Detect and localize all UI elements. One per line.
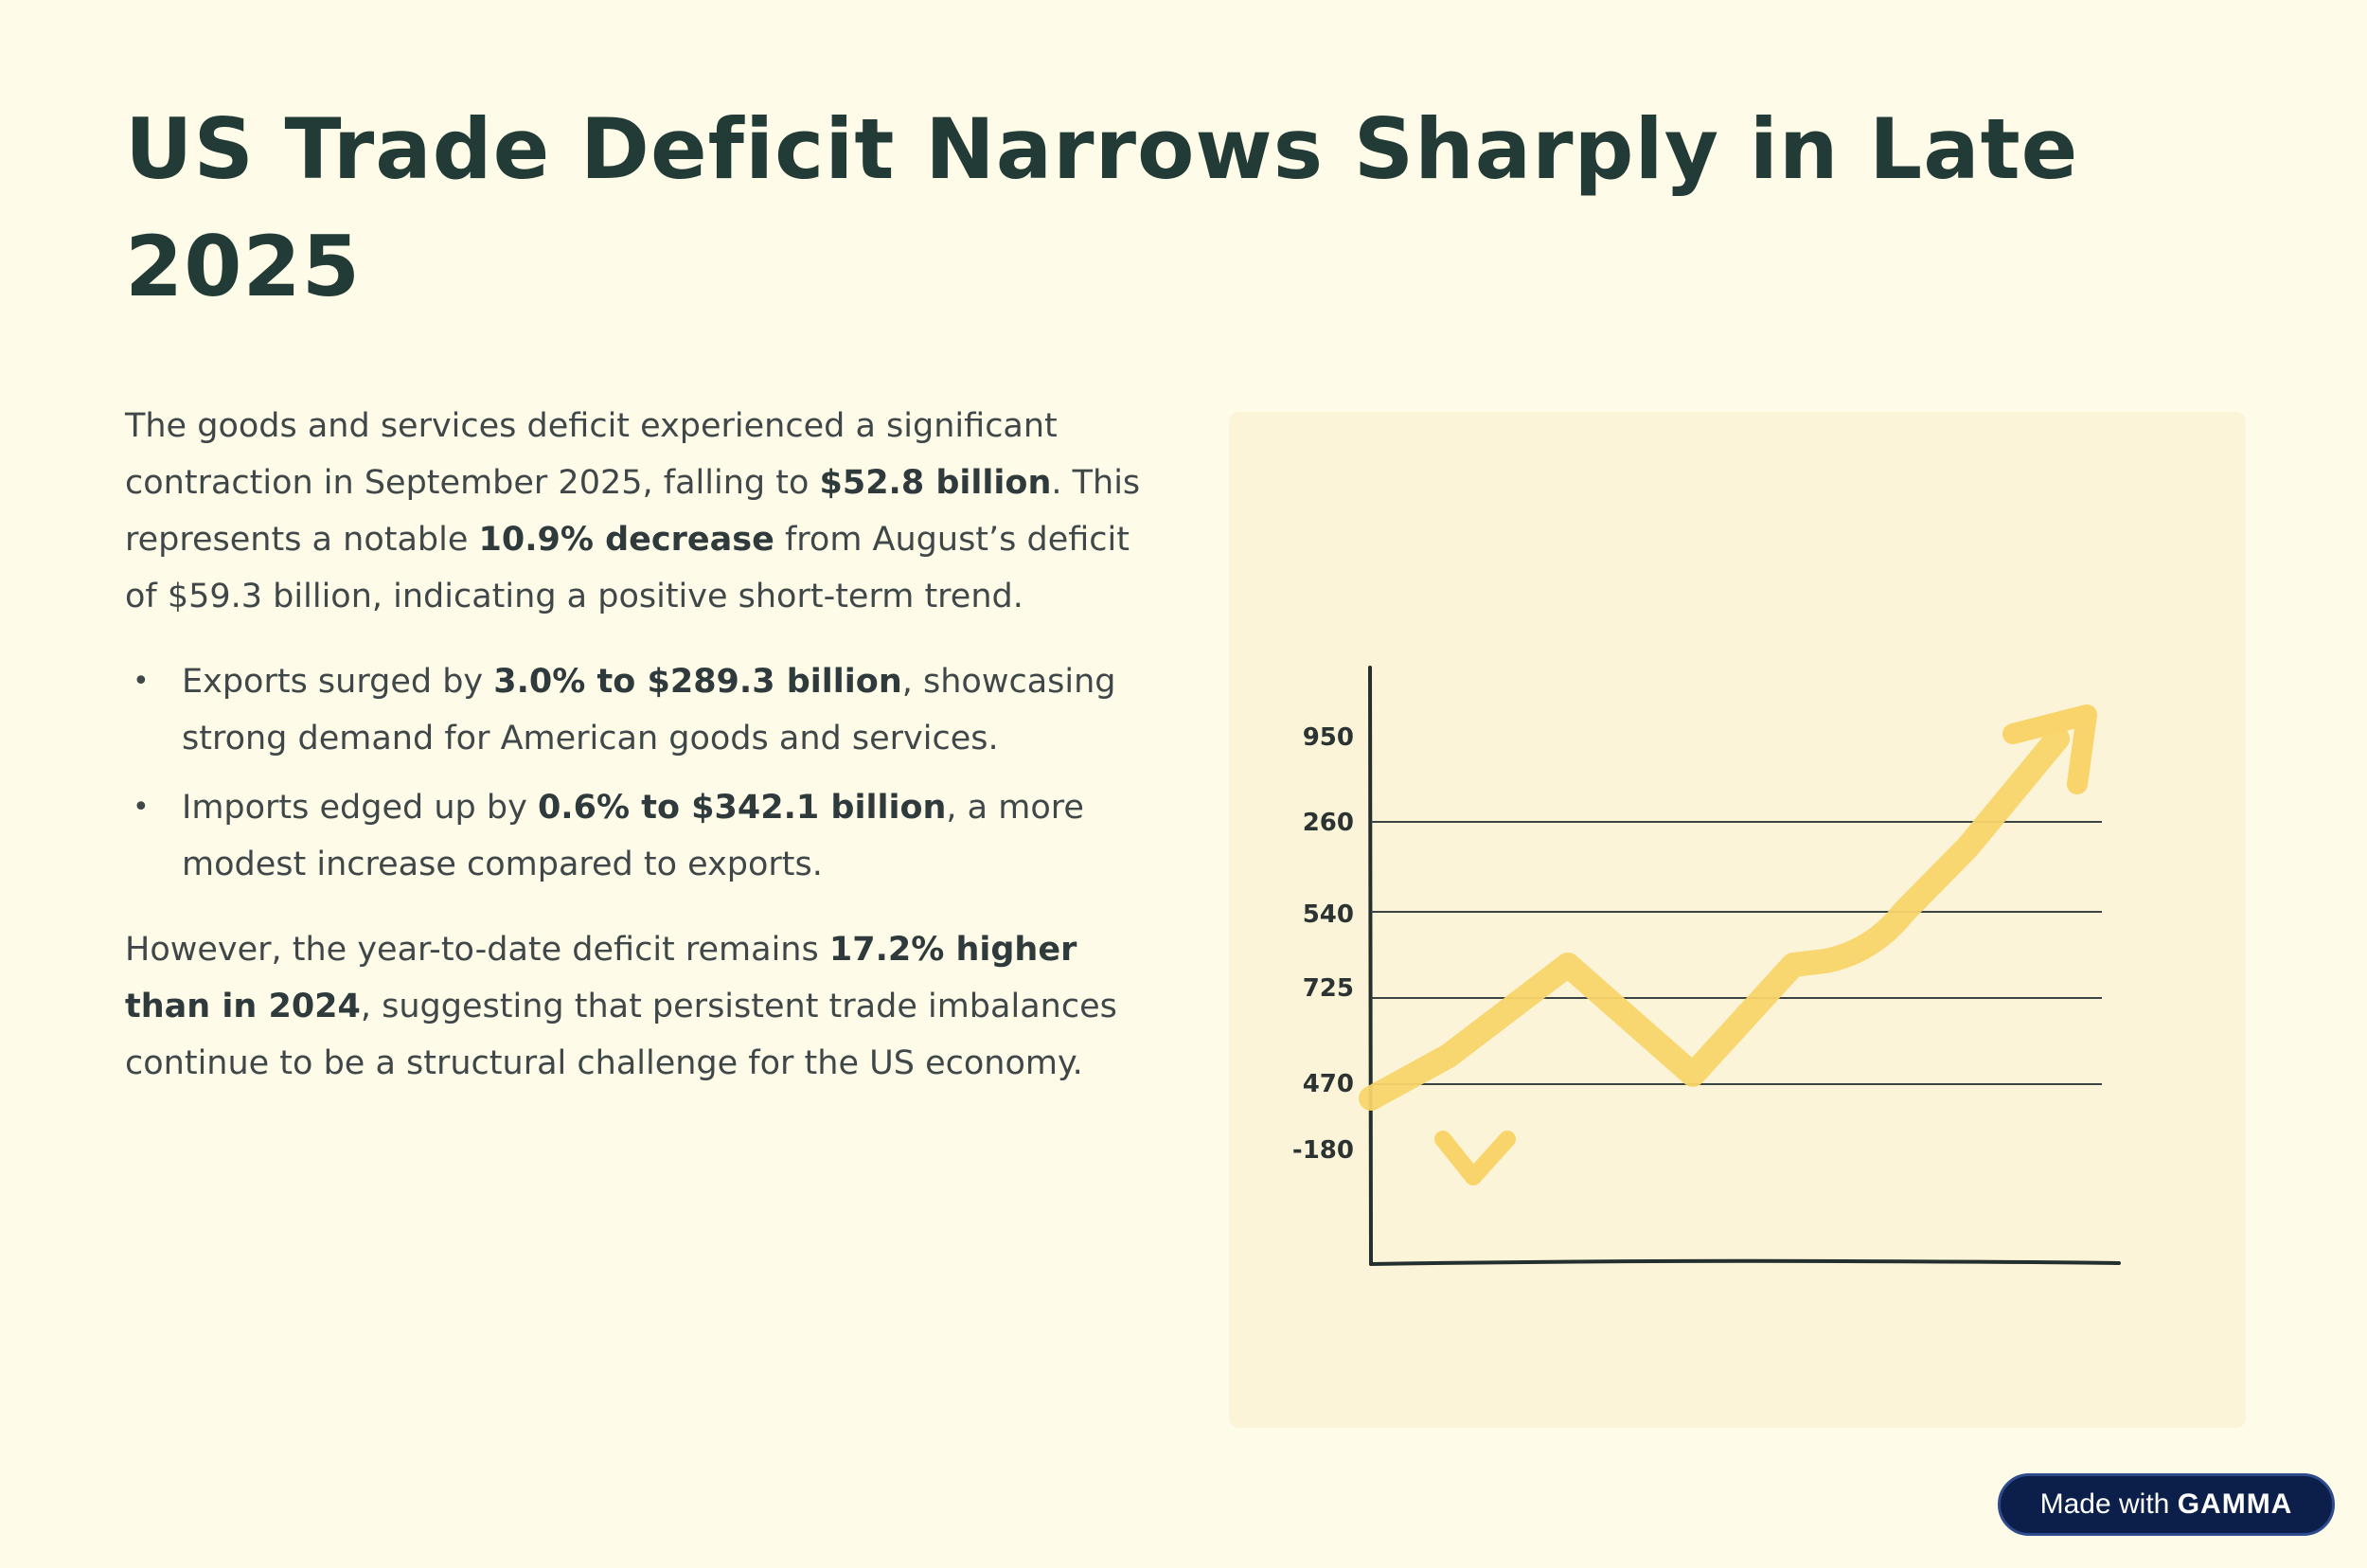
y-tick-label: 260 [1303, 809, 1354, 837]
trend-line [1359, 726, 2070, 1111]
y-tick-label: 950 [1303, 723, 1354, 752]
y-tick-label: 470 [1303, 1070, 1354, 1098]
bullet-text-post: , showcasing strong demand for American … [182, 663, 1116, 757]
check-mark-icon [1434, 1131, 1516, 1185]
arrow-head-icon [2002, 704, 2097, 794]
body-text: The goods and services deficit experienc… [125, 398, 1148, 1092]
made-with-gamma-badge[interactable]: Made with GAMMA [1998, 1473, 2335, 1536]
bullet-item-imports: • Imports edged up by 0.6% to $342.1 bill… [125, 779, 1148, 893]
intro-highlight-decrease: 10.9% decrease [478, 521, 774, 559]
intro-paragraph: The goods and services deficit experienc… [125, 398, 1148, 625]
bullet-text-post: , a more modest increase compared to exp… [182, 789, 1084, 883]
intro-text-3: from August’s deficit of $59.3 billion, … [125, 521, 1130, 615]
bullet-item-exports: • Exports surged by 3.0% to $289.3 billio… [125, 653, 1148, 767]
closing-highlight: 17.2% higher than in 2024 [125, 931, 1077, 1025]
closing-text-1: However, the year-to-date deficit remain… [125, 931, 829, 969]
closing-text-2: , suggesting that persistent trade imbal… [125, 988, 1117, 1082]
bullet-dot-icon: • [133, 791, 150, 824]
intro-text-2: . This represents a notable [125, 464, 1141, 559]
gamma-logo: GAMMA [2177, 1488, 2293, 1520]
bullet-text-pre: Exports surged by [182, 663, 494, 701]
bullet-highlight: 3.0% to $289.3 billion [493, 663, 902, 701]
y-tick-label: 540 [1303, 900, 1354, 929]
chart-illustration-svg: 950 260 540 725 470 -180 [1292, 666, 2121, 1266]
page-title: US Trade Deficit Narrows Sharply in Late… [125, 100, 2079, 315]
bullet-dot-icon: • [133, 665, 150, 698]
badge-prefix: Made with [2039, 1488, 2178, 1520]
intro-text-1: The goods and services deficit experienc… [125, 407, 1058, 502]
closing-paragraph: However, the year-to-date deficit remain… [125, 921, 1148, 1092]
intro-highlight-deficit: $52.8 billion [819, 464, 1052, 502]
y-axis-line [1368, 666, 1373, 1266]
y-tick-label: -180 [1292, 1136, 1354, 1165]
y-tick-label: 725 [1303, 974, 1354, 1003]
chart-illustration: 950 260 540 725 470 -180 [1229, 412, 2246, 1428]
bullet-text-pre: Imports edged up by [182, 789, 538, 827]
bullet-highlight: 0.6% to $342.1 billion [537, 789, 947, 827]
bullet-list: • Exports surged by 3.0% to $289.3 billio… [125, 653, 1148, 893]
x-axis-line [1369, 1258, 2121, 1266]
